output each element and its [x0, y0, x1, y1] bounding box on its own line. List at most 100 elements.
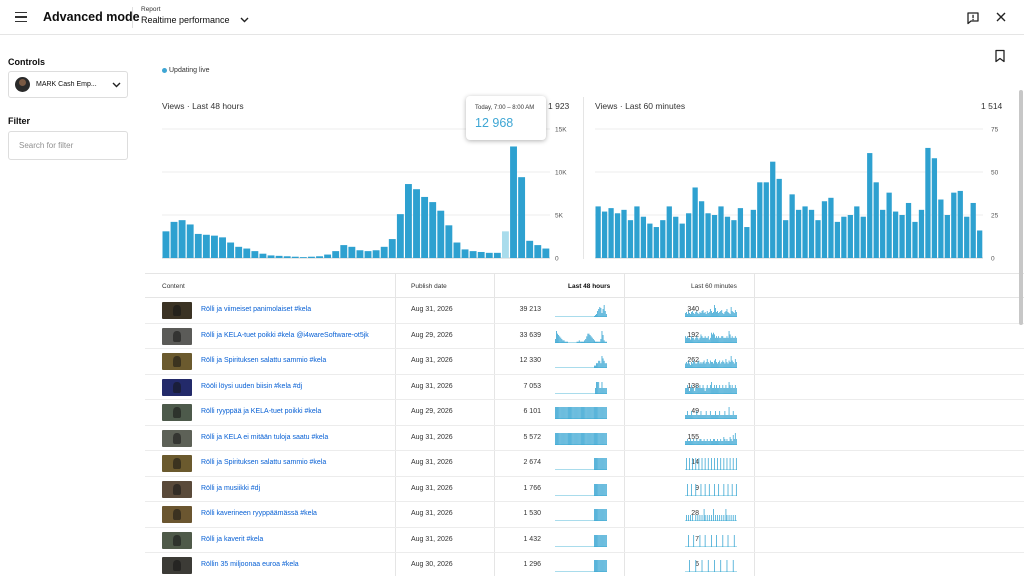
video-thumbnail[interactable] [162, 429, 192, 447]
video-title-link[interactable]: Rölli kaverineen ryyppäämässä #kela [201, 510, 317, 517]
channel-selector[interactable]: MARK Cash Emp... [8, 71, 128, 98]
close-icon[interactable] [995, 11, 1007, 23]
chart-bar[interactable] [356, 250, 364, 258]
chart-bar[interactable] [202, 234, 210, 258]
chart-bar[interactable] [283, 256, 291, 258]
menu-icon[interactable] [12, 8, 30, 26]
video-title-link[interactable]: Röllin 35 miljoonaa euroa #kela [201, 561, 299, 568]
chart-bar[interactable] [267, 255, 275, 258]
chart-bar[interactable] [219, 237, 226, 258]
chart-bar[interactable] [324, 254, 332, 258]
table-row[interactable]: Rölli ja KELA ei mitään tuloja saatu #ke… [145, 426, 1024, 451]
chart-bar[interactable] [477, 251, 485, 258]
chart-bar[interactable] [259, 253, 267, 258]
chart-bar[interactable] [534, 245, 542, 258]
chart-bar[interactable] [453, 242, 461, 258]
chart-bar[interactable] [170, 221, 178, 258]
video-thumbnail[interactable] [162, 302, 192, 319]
video-title-link[interactable]: Rölli ja KELA-tuet poikki #kela @i4wareS… [201, 331, 369, 339]
video-title-link[interactable]: Rölli ryyppää ja KELA-tuet poikki #kela [201, 408, 322, 415]
chart-bar[interactable] [461, 249, 469, 258]
sparkline-bar [695, 312, 697, 317]
table-row[interactable]: Rölli ja Spirituksen salattu sammio #kel… [145, 451, 1024, 477]
sparkline-bar [694, 415, 696, 419]
chart-bar[interactable] [340, 245, 348, 258]
chart-bar[interactable] [178, 220, 186, 258]
chart-bar[interactable] [510, 146, 517, 258]
chart-bar[interactable] [348, 246, 356, 258]
report-label: Report [141, 6, 161, 13]
video-title-link[interactable]: Rölli ja musiikki #dj [201, 484, 261, 492]
table-row[interactable]: Rölli ja KELA-tuet poikki #kela @i4wareS… [145, 324, 1024, 349]
column-header-publish-date[interactable]: Publish date [411, 283, 447, 290]
chart-bar[interactable] [421, 196, 429, 258]
chart-bar[interactable] [429, 202, 437, 258]
chart-bar[interactable] [316, 256, 323, 258]
chart-bar[interactable] [445, 225, 453, 258]
chart-bar[interactable] [291, 256, 299, 258]
table-row[interactable]: Rölli ja Spirituksen salattu sammio #kel… [145, 349, 1024, 375]
column-header-content[interactable]: Content [162, 283, 185, 290]
chart-bar[interactable] [194, 233, 202, 258]
video-thumbnail[interactable] [162, 404, 192, 421]
table-row[interactable]: Rööli löysi uuden biisin #kela #dj Aug 31… [145, 375, 1024, 400]
chart-bar[interactable] [542, 248, 550, 258]
video-title-link[interactable]: Rölli ja KELA ei mitään tuloja saatu #ke… [201, 433, 329, 441]
chart-bar[interactable] [243, 248, 251, 258]
table-row[interactable]: Rölli ryyppää ja KELA-tuet poikki #kela A… [145, 400, 1024, 426]
chart-bar[interactable] [186, 224, 194, 258]
chart-bar[interactable] [437, 210, 445, 258]
chart-bar[interactable] [227, 242, 235, 258]
video-thumbnail[interactable] [162, 455, 192, 472]
chart-bar[interactable] [332, 251, 340, 258]
chart-bar[interactable] [372, 250, 380, 258]
chart-bar[interactable] [364, 251, 372, 258]
chart-bar[interactable] [518, 177, 526, 258]
video-title-link[interactable]: Rölli ja viimeiset panimolaiset #kela [201, 306, 312, 313]
chart-bar[interactable] [485, 252, 493, 258]
chart-bar[interactable] [275, 255, 283, 258]
chart-bar[interactable] [469, 251, 477, 258]
chart-bar[interactable] [308, 256, 315, 258]
video-thumbnail[interactable] [162, 378, 192, 396]
bookmark-icon[interactable] [994, 49, 1006, 63]
feedback-icon[interactable] [966, 11, 980, 25]
video-thumbnail[interactable] [162, 353, 192, 370]
scrollbar[interactable] [1019, 90, 1023, 325]
report-dropdown[interactable]: Realtime performance [141, 15, 249, 25]
sparkline-bar [699, 515, 701, 521]
chart-bar[interactable] [162, 231, 170, 258]
chart-bar[interactable] [493, 252, 501, 258]
video-thumbnail[interactable] [162, 506, 192, 523]
table-row[interactable]: Rölli ja musiikki #dj Aug 31, 2026 1 766 9 [145, 477, 1024, 502]
table-row[interactable]: Rölli kaverineen ryyppäämässä #kela Aug 3… [145, 502, 1024, 528]
video-title-link[interactable]: Rölli ja Spirituksen salattu sammio #kel… [201, 459, 327, 466]
chart-bar[interactable] [299, 257, 307, 258]
chart-bar[interactable] [388, 239, 396, 258]
filter-input[interactable] [8, 131, 128, 160]
chart-bar[interactable] [251, 251, 259, 258]
video-thumbnail[interactable] [162, 480, 192, 498]
chart-bar[interactable] [526, 240, 534, 258]
chart-bar[interactable] [211, 235, 218, 258]
video-title-link[interactable]: Rööli löysi uuden biisin #kela #dj [201, 382, 303, 390]
video-thumbnail[interactable] [162, 531, 192, 549]
chart-bar[interactable] [380, 246, 388, 258]
column-header-last-60-minutes[interactable]: Last 60 minutes [691, 283, 737, 290]
chart-bar[interactable] [405, 184, 412, 258]
chart-bar[interactable] [235, 246, 243, 258]
column-header-last-48-hours[interactable]: Last 48 hours [568, 283, 611, 290]
table-row[interactable]: Röllin 35 miljoonaa euroa #kela Aug 30, 2… [145, 553, 1024, 576]
chart-bar[interactable] [396, 214, 404, 258]
table-row[interactable]: Rölli ja kaverit #kela Aug 31, 2026 1 432 7 [145, 528, 1024, 553]
video-title-link[interactable]: Rölli ja kaverit #kela [201, 535, 264, 543]
table-row[interactable]: Rölli ja viimeiset panimolaiset #kela Aug… [145, 298, 1024, 324]
video-thumbnail[interactable] [162, 557, 192, 574]
sparkline [555, 407, 607, 419]
sparkline-bar [605, 483, 607, 496]
video-thumbnail[interactable] [162, 327, 192, 345]
chart-bar-highlighted[interactable] [502, 231, 509, 258]
chart-bar[interactable] [413, 189, 420, 258]
video-title-link[interactable]: Rölli ja Spirituksen salattu sammio #kel… [201, 357, 327, 364]
